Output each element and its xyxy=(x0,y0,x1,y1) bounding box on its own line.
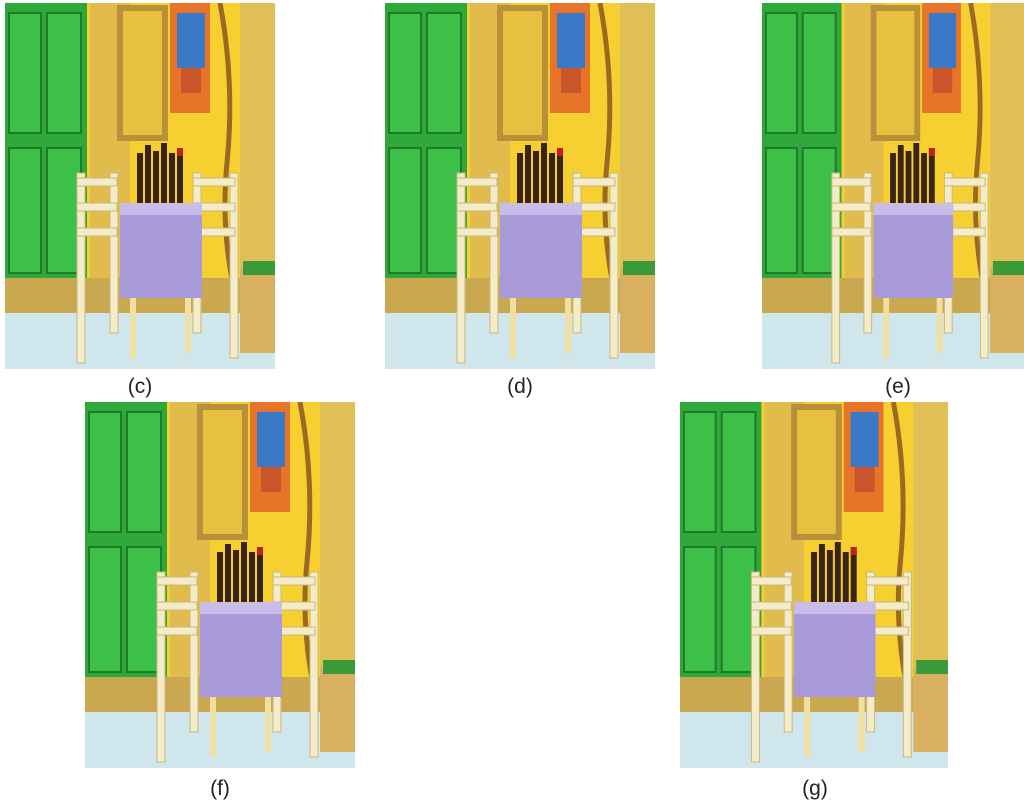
panel-caption: (d) xyxy=(507,375,533,398)
photo xyxy=(5,3,275,369)
photo xyxy=(762,3,1024,369)
photo xyxy=(385,3,655,369)
page: (c) (d) (e) (f) (g) (() => { const data … xyxy=(0,0,1024,803)
figure: (c) (d) (e) (f) (g) xyxy=(0,0,1024,803)
photo xyxy=(85,402,355,768)
panel-caption: (f) xyxy=(210,777,230,800)
panel-caption: (g) xyxy=(802,777,828,800)
panel-caption: (e) xyxy=(885,375,911,398)
panel-caption: (c) xyxy=(128,375,153,398)
photo xyxy=(680,402,948,768)
